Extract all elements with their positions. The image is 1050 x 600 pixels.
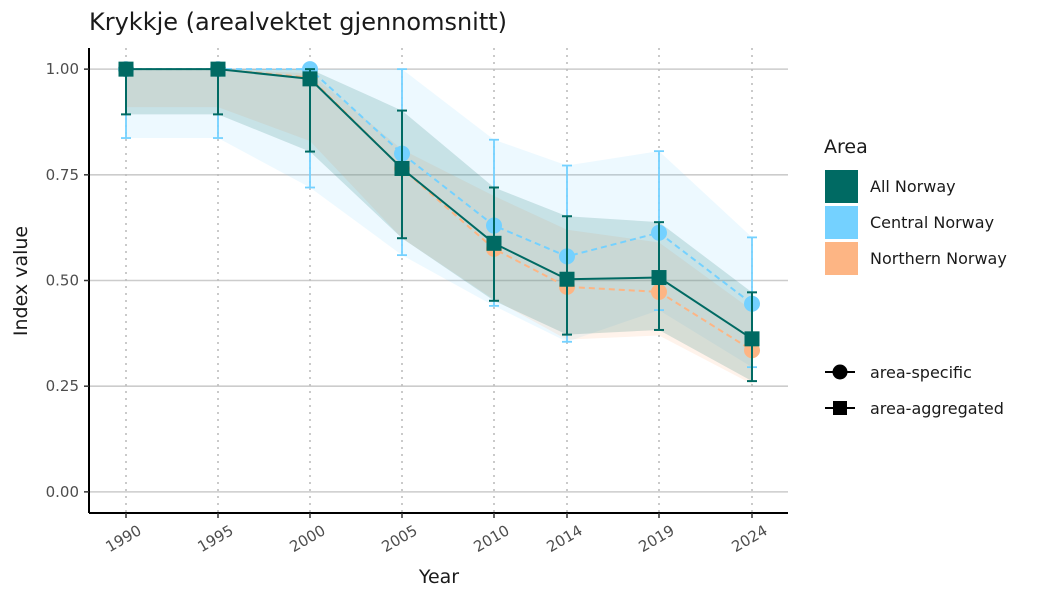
x-tick-label-2: 2000	[286, 521, 328, 556]
legend-shape-label-area-aggregated: area-aggregated	[870, 399, 1004, 418]
x-tick-label-1: 1995	[194, 521, 236, 556]
marker-all-norway-0	[118, 61, 134, 77]
legend-key-central-norway	[825, 206, 858, 239]
y-tick-label-3: 0.75	[46, 166, 79, 184]
x-tick-label-7: 2024	[728, 521, 770, 556]
x-tick-label-4: 2010	[470, 521, 512, 556]
marker-all-norway-4	[486, 235, 502, 251]
ribbon-central-norway	[126, 69, 752, 368]
y-tick-label-0: 0.00	[46, 483, 79, 501]
marker-all-norway-2	[302, 71, 318, 87]
legend-shape-label-area-specific: area-specific	[870, 363, 972, 382]
legend-key-northern-norway	[825, 242, 858, 275]
marker-all-norway-3	[394, 160, 410, 176]
legend-shape-circle-icon	[832, 364, 848, 380]
legend: Area All Norway Central Norway Northern No…	[824, 136, 1007, 418]
y-tick-label-2: 0.50	[46, 272, 79, 290]
plot-area	[89, 48, 788, 513]
ribbon-northern-norway	[126, 69, 752, 385]
x-axis-title: Year	[418, 566, 459, 588]
x-tick-label-6: 2019	[635, 521, 677, 556]
marker-all-norway-6	[651, 270, 667, 286]
series-line-northern-norway	[126, 68, 753, 352]
x-tick-label-3: 2005	[378, 521, 420, 556]
y-tick-label-1: 0.25	[46, 377, 79, 395]
ribbon-all-norway	[126, 69, 752, 382]
legend-label-northern-norway: Northern Norway	[870, 249, 1007, 268]
legend-key-all-norway	[825, 170, 858, 203]
marker-all-norway-7	[744, 331, 760, 347]
legend-label-central-norway: Central Norway	[870, 213, 994, 232]
y-axis-title: Index value	[10, 226, 32, 336]
legend-title: Area	[824, 136, 868, 158]
series-line-central-norway	[126, 68, 753, 305]
x-tick-label-0: 1990	[102, 521, 144, 556]
series-line-all-norway	[126, 68, 753, 340]
chart-title: Krykkje (arealvektet gjennomsnitt)	[89, 8, 507, 36]
x-tick-label-5: 2014	[543, 521, 585, 556]
marker-all-norway-1	[210, 61, 226, 77]
y-tick-label-4: 1.00	[46, 60, 79, 78]
marker-all-norway-5	[559, 271, 575, 287]
legend-label-all-norway: All Norway	[870, 177, 956, 196]
legend-shape-square-icon	[833, 401, 847, 415]
